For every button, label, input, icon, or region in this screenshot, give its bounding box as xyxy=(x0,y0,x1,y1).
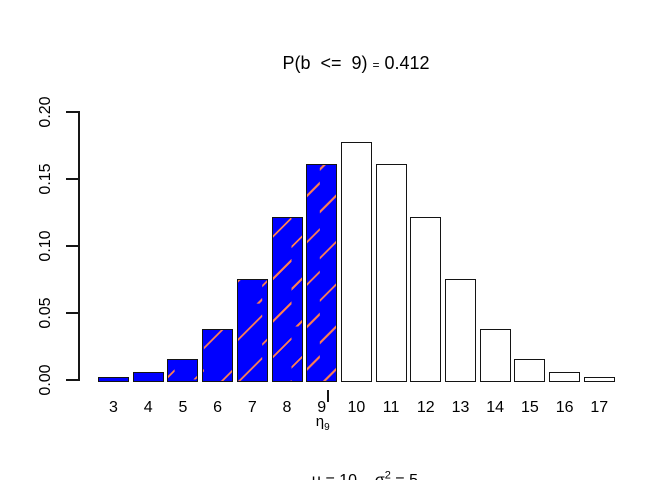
chart-subtitle: μ = 10 , σ2 = 5 xyxy=(294,451,418,480)
y-axis-tick-label: 0.15 xyxy=(37,163,54,195)
bar-4 xyxy=(132,372,164,382)
y-axis-tick xyxy=(66,178,78,180)
title-equals-sign: = xyxy=(372,58,380,72)
x-axis-label-14: 14 xyxy=(486,399,505,416)
threshold-tick xyxy=(326,390,329,402)
chart-title: P(b <= 9) = 0.412 xyxy=(282,52,429,76)
bar-5 xyxy=(167,358,199,382)
y-axis-tick xyxy=(66,245,78,247)
x-axis-label-13: 13 xyxy=(451,399,470,416)
bar-13 xyxy=(445,279,476,382)
x-axis-label-16: 16 xyxy=(555,399,574,416)
bar-9 xyxy=(306,163,338,382)
bar-14 xyxy=(479,328,511,382)
x-axis-label-7: 7 xyxy=(247,399,257,416)
y-axis-tick-label: 0.00 xyxy=(37,364,54,396)
bar-11 xyxy=(375,163,407,382)
bar-8 xyxy=(271,217,303,382)
y-axis-tick-label: 0.10 xyxy=(37,230,54,262)
bar-7 xyxy=(236,279,268,382)
x-axis-label-17: 17 xyxy=(590,399,609,416)
x-axis-label-3: 3 xyxy=(109,399,118,416)
x-axis-label-8: 8 xyxy=(282,399,292,416)
bar-6 xyxy=(202,328,234,382)
threshold-label: η9 xyxy=(308,413,338,433)
subtitle-variance-value: = 5 xyxy=(391,472,418,480)
x-axis-label-6: 6 xyxy=(213,399,223,416)
y-axis-tick xyxy=(66,312,78,314)
x-axis-label-10: 10 xyxy=(347,399,366,416)
bar-15 xyxy=(514,358,546,382)
bar-17 xyxy=(583,376,615,382)
eta-subscript: 9 xyxy=(324,422,330,433)
title-expression: P(b <= 9) xyxy=(282,53,368,73)
x-axis-label-15: 15 xyxy=(520,399,539,416)
bar-10 xyxy=(340,142,372,382)
title-probability-value: 0.412 xyxy=(384,53,430,73)
x-axis-label-9: 9 xyxy=(317,399,327,416)
bar-3 xyxy=(98,376,129,382)
x-axis-label-5: 5 xyxy=(178,399,188,416)
bar-12 xyxy=(410,217,442,382)
sigma-exponent: 2 xyxy=(384,469,391,480)
x-axis-label-11: 11 xyxy=(382,399,400,416)
y-axis-tick-label: 0.05 xyxy=(37,297,54,329)
sigma-symbol: σ xyxy=(375,472,385,480)
y-axis-tick-label: 0.20 xyxy=(37,96,54,128)
y-axis-tick xyxy=(66,379,78,381)
eta-symbol: η xyxy=(315,413,325,430)
bar-16 xyxy=(549,372,581,382)
x-axis-label-12: 12 xyxy=(416,399,435,416)
y-axis-line xyxy=(78,111,80,381)
subtitle-mu-text: μ = 10 , xyxy=(312,472,375,480)
x-axis-label-4: 4 xyxy=(143,399,153,416)
y-axis-tick xyxy=(66,111,78,113)
